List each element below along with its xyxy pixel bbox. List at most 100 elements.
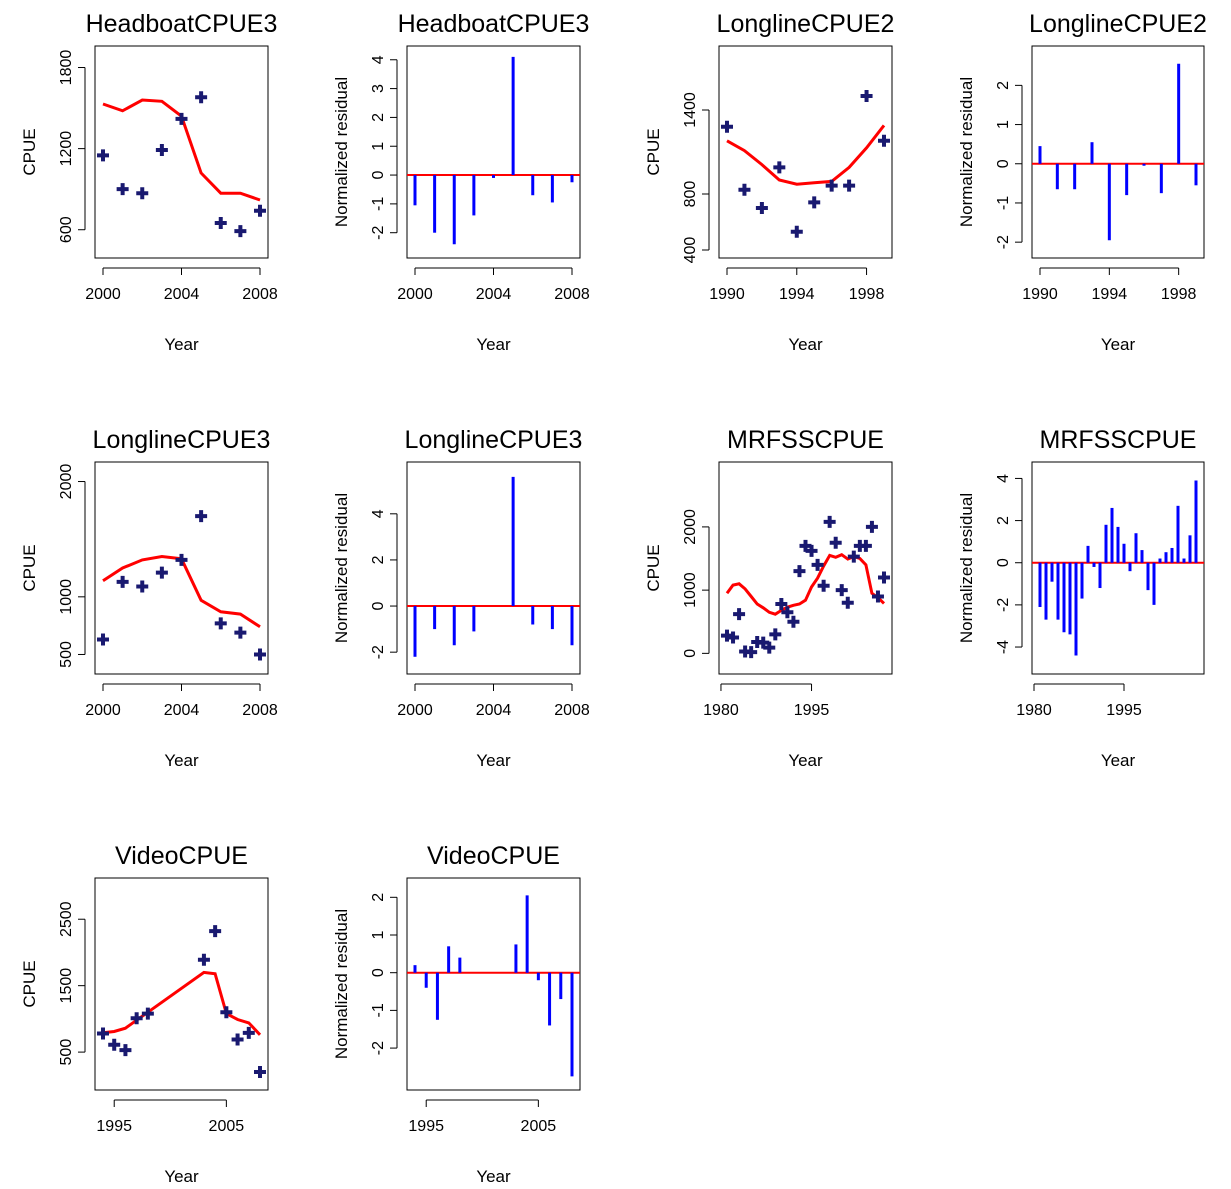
observed-point [254,648,266,661]
observed-point [847,550,860,563]
observed-point [195,91,208,104]
panel-8: MRFSSCPUE Year Normalized residual 1980 1995… [957,426,1205,770]
x-axis-label: Year [1101,751,1136,770]
y-tick-label: -1 [370,197,387,211]
observed-point [119,1044,132,1057]
panel-4: LonglineCPUE2 Year Normalized residual 1990… [957,10,1207,354]
x-tick-label: 2005 [521,1118,557,1135]
y-tick-label: -2 [995,598,1012,612]
panel-9: VideoCPUE Year CPUE 1995 2005 500 1500 2500 [20,842,269,1186]
y-axis-label: Normalized residual [332,493,351,643]
predicted-line [102,554,261,629]
observed-point [738,183,751,196]
x-tick-label: 1995 [1106,702,1142,719]
y-tick-label: 0 [370,602,387,611]
observed-point [209,925,222,938]
observed-point [793,565,806,578]
x-axis-label: Year [476,1167,511,1186]
observed-point [769,628,782,641]
observed-point [97,633,109,646]
y-tick-label: 0 [370,968,387,977]
observed-point [97,1027,109,1040]
observed-point [116,575,129,588]
y-tick-label: 1200 [58,131,75,167]
x-tick-label: 2008 [554,286,590,303]
y-axis-label: Normalized residual [332,909,351,1059]
panel-title: MRFSSCPUE [727,426,884,454]
x-axis-label: Year [164,335,199,354]
observed-point [745,646,758,659]
observed-point [871,590,884,603]
plot-frame [406,45,581,259]
panel-10: VideoCPUE Year Normalized residual 1995 2005… [332,842,581,1186]
plot-frame [94,45,269,259]
observed-point [141,1007,154,1020]
observed-point [242,1026,255,1039]
y-tick-label: 4 [995,474,1012,483]
y-axis-label: Normalized residual [957,493,976,643]
y-axis-label: CPUE [644,544,663,591]
observed-point [721,120,733,133]
observed-point [116,183,129,196]
observed-point [781,606,794,619]
observed-point [775,598,788,611]
y-axis-label: Normalized residual [332,77,351,227]
observed-point [757,636,770,649]
x-tick-label: 2008 [554,702,590,719]
x-tick-label: 2000 [85,702,121,719]
predicted-line [726,124,886,186]
observed-point [799,539,812,552]
y-tick-label: 2 [995,516,1012,525]
observed-point [823,515,836,528]
y-tick-label: 1000 [682,572,699,608]
y-axis-label: CPUE [20,128,39,175]
observed-point [197,953,210,966]
observed-point [829,536,842,549]
y-tick-label: 400 [682,237,699,264]
plot-frame [94,461,269,675]
x-tick-label: 1995 [96,1118,132,1135]
x-tick-label: 1994 [1092,286,1128,303]
x-axis-label: Year [476,335,511,354]
x-tick-label: 2000 [85,286,121,303]
observed-point [841,596,854,609]
y-tick-label: -1 [995,196,1012,210]
plot-frame [1031,45,1205,259]
observed-point [721,629,733,642]
y-tick-label: -2 [370,645,387,659]
y-tick-label: 1 [995,120,1012,129]
y-tick-label: 2 [995,81,1012,90]
y-tick-label: 800 [682,181,699,208]
observed-point [817,579,830,592]
observed-point [853,539,866,552]
x-axis-label: Year [164,1167,199,1186]
observed-point [763,641,776,654]
x-tick-label: 2004 [164,702,200,719]
observed-point [130,1012,143,1025]
x-axis-label: Year [788,335,823,354]
observed-point [234,626,247,639]
y-tick-label: 500 [58,1039,75,1066]
x-tick-label: 2004 [476,702,512,719]
predicted-line [102,970,262,1036]
y-tick-label: -2 [370,225,387,239]
y-tick-label: 2000 [58,464,75,500]
observed-point [811,558,824,571]
x-tick-label: 1998 [849,286,885,303]
x-tick-label: 2005 [209,1118,245,1135]
observed-point [234,225,247,238]
y-axis-label: Normalized residual [957,77,976,227]
x-tick-label: 1980 [1016,702,1052,719]
observed-point [733,608,746,621]
observed-point [843,179,856,192]
observed-point [739,645,752,658]
y-tick-label: 500 [58,641,75,668]
observed-point [878,134,890,147]
observed-point [254,1066,266,1079]
observed-point [860,90,873,102]
panel-7: MRFSSCPUE Year CPUE 1980 1995 0 1000 2000 [644,426,893,770]
panel-title: LonglineCPUE2 [717,10,895,38]
panel-title: LonglineCPUE2 [1029,10,1207,38]
y-tick-label: 0 [682,649,699,658]
